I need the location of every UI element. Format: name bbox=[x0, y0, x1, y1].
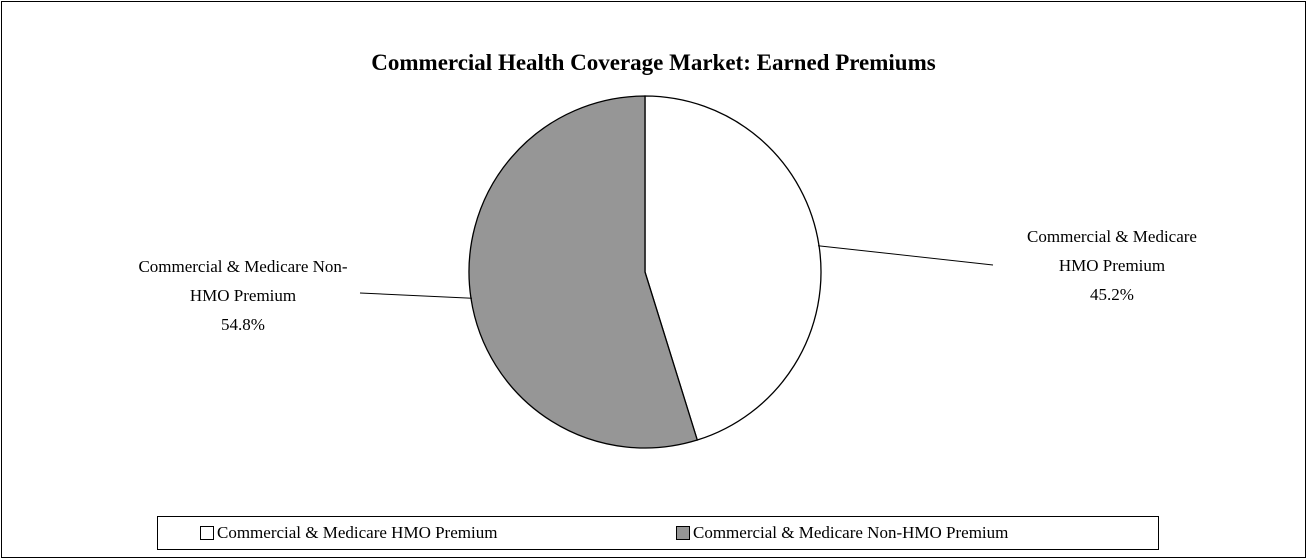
legend-label: Commercial & Medicare HMO Premium bbox=[217, 523, 498, 542]
data-label-category: Commercial & Medicare Non-HMO Premium bbox=[138, 257, 348, 305]
data-label: Commercial & Medicare HMO Premium 45.2% bbox=[992, 222, 1232, 309]
data-label-value: 45.2% bbox=[1090, 285, 1134, 304]
data-label-value: 54.8% bbox=[221, 315, 265, 334]
data-label-category: Commercial & Medicare HMO Premium bbox=[1027, 227, 1197, 275]
legend-swatch bbox=[676, 526, 690, 540]
leader-line bbox=[817, 245, 994, 266]
legend-item: Commercial & Medicare Non-HMO Premium bbox=[676, 523, 1008, 543]
chart-title: Commercial Health Coverage Market: Earne… bbox=[371, 50, 936, 75]
data-label: Commercial & Medicare Non-HMO Premium 54.… bbox=[123, 252, 363, 339]
legend-swatch bbox=[200, 526, 214, 540]
legend-item: Commercial & Medicare HMO Premium bbox=[200, 523, 497, 543]
legend: Commercial & Medicare HMO Premium Commerc… bbox=[157, 516, 1159, 550]
leader-line bbox=[359, 292, 473, 299]
legend-label: Commercial & Medicare Non-HMO Premium bbox=[693, 523, 1009, 542]
